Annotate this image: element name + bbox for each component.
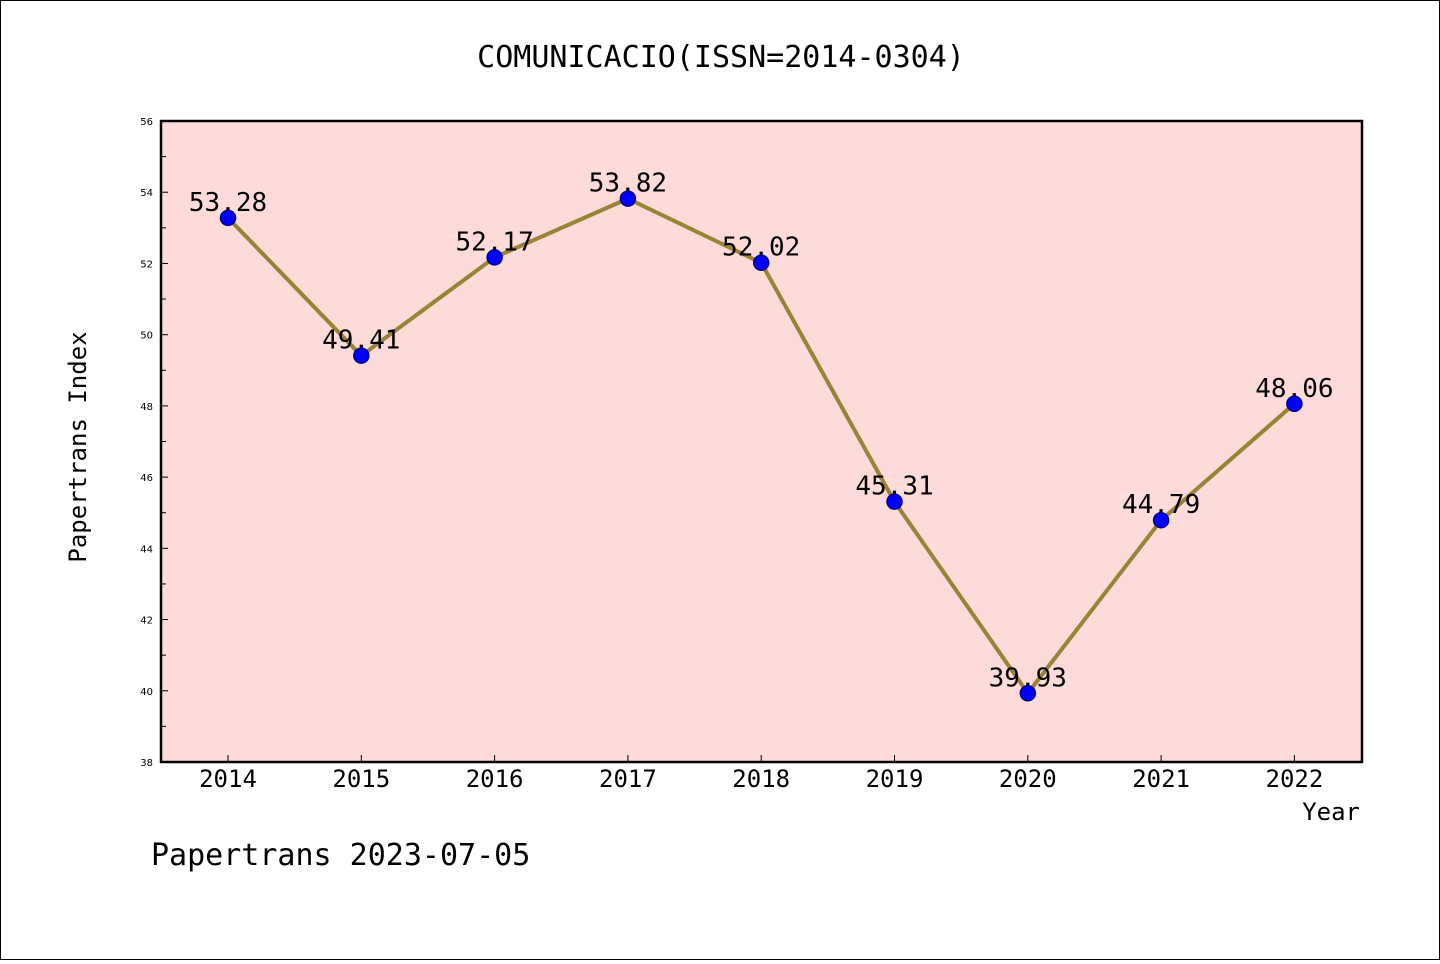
x-tick-label: 2019 [866, 765, 924, 793]
x-axis-label: Year [1302, 798, 1360, 826]
y-tick-label: 56 [140, 117, 153, 128]
x-tick-label: 2016 [466, 765, 524, 793]
x-tick-label: 2022 [1266, 765, 1324, 793]
data-point [219, 209, 237, 227]
y-tick-label: 40 [140, 687, 153, 698]
y-tick-label: 48 [140, 402, 153, 413]
x-axis: 2014 2015 2016 2017 2018 2019 2020 2021 2022 [199, 755, 1323, 793]
x-tick-label: 2020 [999, 765, 1057, 793]
data-point [1152, 511, 1170, 529]
plot-area [161, 121, 1362, 762]
x-tick-label: 2014 [199, 765, 257, 793]
data-point [1286, 395, 1303, 413]
y-tick-label: 44 [140, 544, 153, 555]
x-tick-label: 2018 [732, 765, 790, 793]
plot-border [159, 119, 1364, 764]
data-point [886, 493, 903, 510]
y-tick-label: 54 [140, 188, 153, 199]
data-point [486, 249, 503, 266]
data-point [752, 254, 770, 271]
y-tick-label: 50 [140, 331, 153, 342]
x-tick-label: 2021 [1132, 765, 1190, 793]
y-tick-label: 46 [140, 473, 153, 484]
y-tick-label: 42 [140, 616, 153, 627]
x-tick-label: 2017 [599, 765, 657, 793]
y-axis-label: Papertrans Index [64, 331, 92, 562]
data-point [353, 347, 370, 364]
y-tick-label: 52 [140, 259, 153, 270]
y-axis: 38 40 42 44 46 48 50 52 54 56 [140, 117, 168, 769]
footer-date-label: Papertrans 2023-07-05 [151, 838, 530, 873]
series-group: 53.2849.4152.1753.8252.0245.3139.9344.79… [189, 169, 1334, 702]
data-point [619, 190, 637, 207]
chart-title: COMUNICACIO(ISSN=2014-0304) [477, 40, 965, 75]
y-tick-label: 38 [140, 758, 153, 769]
x-tick-label: 2015 [332, 765, 390, 793]
data-point [1019, 685, 1037, 702]
